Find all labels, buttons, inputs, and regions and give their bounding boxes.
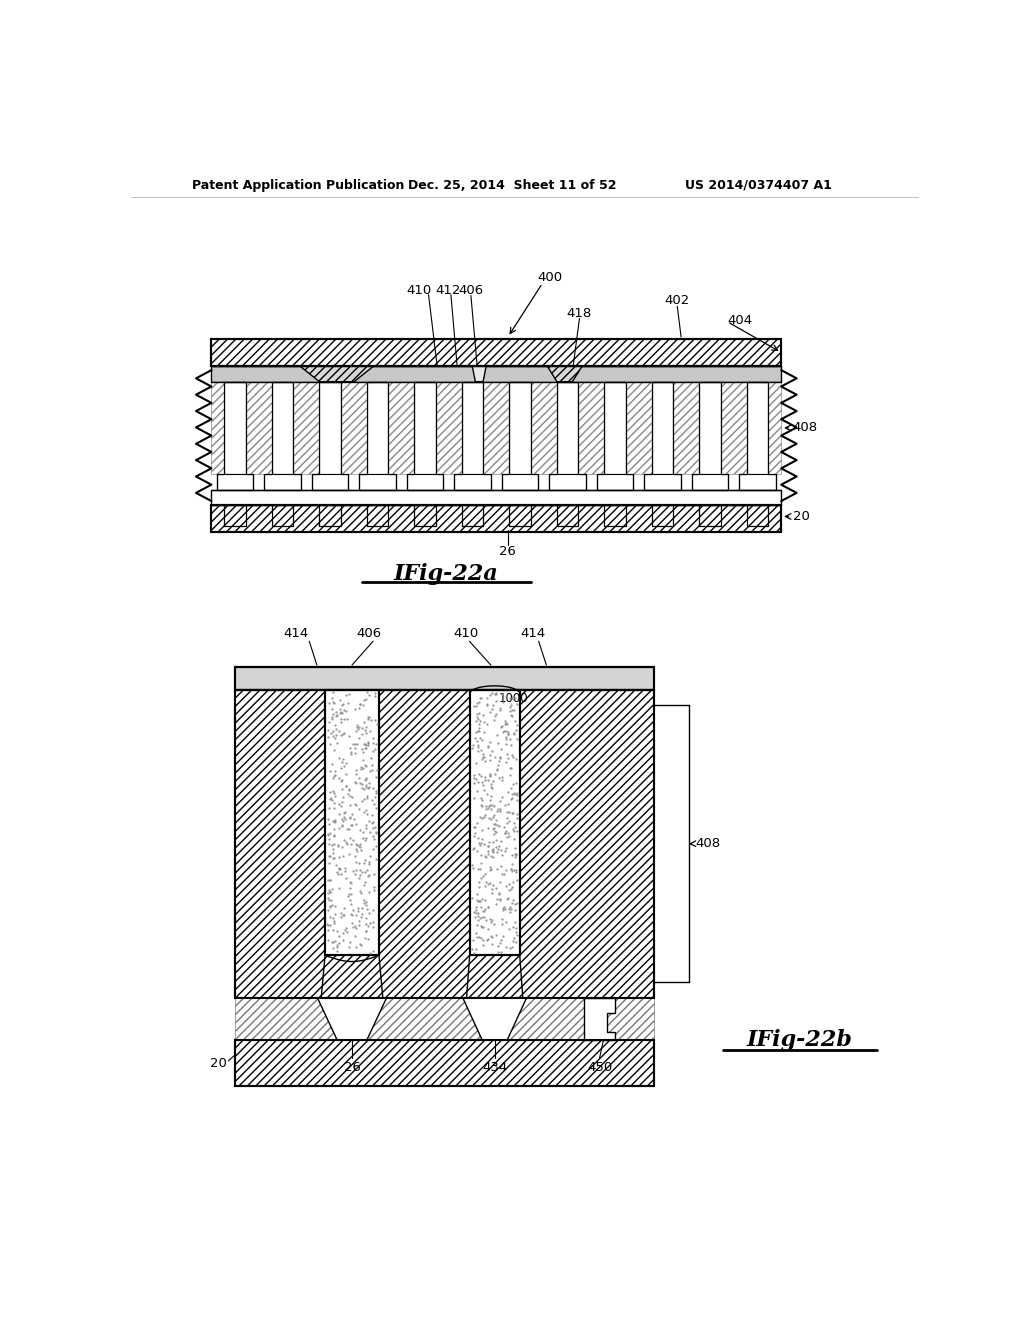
Bar	[224, 381, 246, 474]
Bar	[483, 381, 509, 474]
Bar	[530, 381, 557, 474]
Polygon shape	[317, 998, 387, 1040]
Text: 20: 20	[210, 1056, 226, 1069]
Bar	[604, 381, 626, 474]
Bar	[470, 689, 520, 956]
Bar	[312, 474, 348, 490]
Polygon shape	[300, 367, 374, 381]
Bar	[359, 474, 395, 490]
Bar	[502, 474, 539, 490]
Bar	[692, 474, 728, 490]
Bar	[234, 1040, 654, 1086]
Text: IFig-22a: IFig-22a	[394, 564, 499, 585]
Bar	[211, 339, 781, 367]
Text: 400: 400	[538, 271, 563, 284]
Text: 20: 20	[793, 510, 810, 523]
Text: 406: 406	[459, 284, 483, 297]
Bar	[652, 381, 673, 474]
Polygon shape	[463, 998, 526, 1040]
Text: 414: 414	[284, 627, 308, 640]
Bar	[739, 474, 775, 490]
Bar	[293, 381, 319, 474]
Bar	[246, 381, 272, 474]
Bar	[325, 689, 379, 956]
Polygon shape	[585, 998, 615, 1040]
Text: 450: 450	[587, 1061, 612, 1074]
Bar	[367, 381, 388, 474]
Text: IFig-22b: IFig-22b	[746, 1030, 852, 1051]
Text: 402: 402	[665, 294, 690, 308]
Bar	[234, 667, 654, 689]
Text: Dec. 25, 2014  Sheet 11 of 52: Dec. 25, 2014 Sheet 11 of 52	[408, 178, 616, 191]
Bar	[699, 381, 721, 474]
Bar	[217, 474, 253, 490]
Bar	[721, 381, 746, 474]
Bar	[557, 381, 579, 474]
Bar	[234, 689, 654, 998]
Bar	[746, 381, 768, 474]
Bar	[319, 381, 341, 474]
Text: 434: 434	[482, 1061, 507, 1074]
Bar	[455, 474, 490, 490]
Bar	[407, 474, 443, 490]
Bar	[211, 381, 224, 474]
Text: 408: 408	[695, 837, 720, 850]
Text: 412: 412	[435, 284, 461, 297]
Text: 1000: 1000	[499, 693, 528, 705]
Text: 26: 26	[500, 545, 516, 557]
Bar	[579, 381, 604, 474]
Text: 410: 410	[453, 627, 478, 640]
Text: Patent Application Publication: Patent Application Publication	[193, 178, 404, 191]
Text: 406: 406	[356, 627, 382, 640]
Polygon shape	[472, 367, 486, 381]
Bar	[341, 381, 367, 474]
Bar	[234, 998, 654, 1040]
Bar	[549, 474, 586, 490]
Bar	[644, 474, 681, 490]
Bar	[768, 381, 781, 474]
Text: 418: 418	[567, 308, 592, 321]
Bar	[673, 381, 699, 474]
Text: 414: 414	[520, 627, 546, 640]
Bar	[211, 490, 781, 506]
Text: US 2014/0374407 A1: US 2014/0374407 A1	[685, 178, 831, 191]
Text: 26: 26	[344, 1061, 360, 1074]
Bar	[211, 506, 781, 532]
Bar	[415, 381, 436, 474]
Bar	[272, 381, 293, 474]
Bar	[509, 381, 530, 474]
Bar	[211, 367, 781, 381]
Text: 410: 410	[407, 284, 432, 297]
Bar	[264, 474, 301, 490]
Text: 408: 408	[793, 421, 818, 434]
Bar	[436, 381, 462, 474]
Polygon shape	[548, 367, 582, 381]
Bar	[462, 381, 483, 474]
Bar	[597, 474, 633, 490]
Bar	[388, 381, 415, 474]
Text: 404: 404	[727, 314, 753, 326]
Bar	[626, 381, 652, 474]
